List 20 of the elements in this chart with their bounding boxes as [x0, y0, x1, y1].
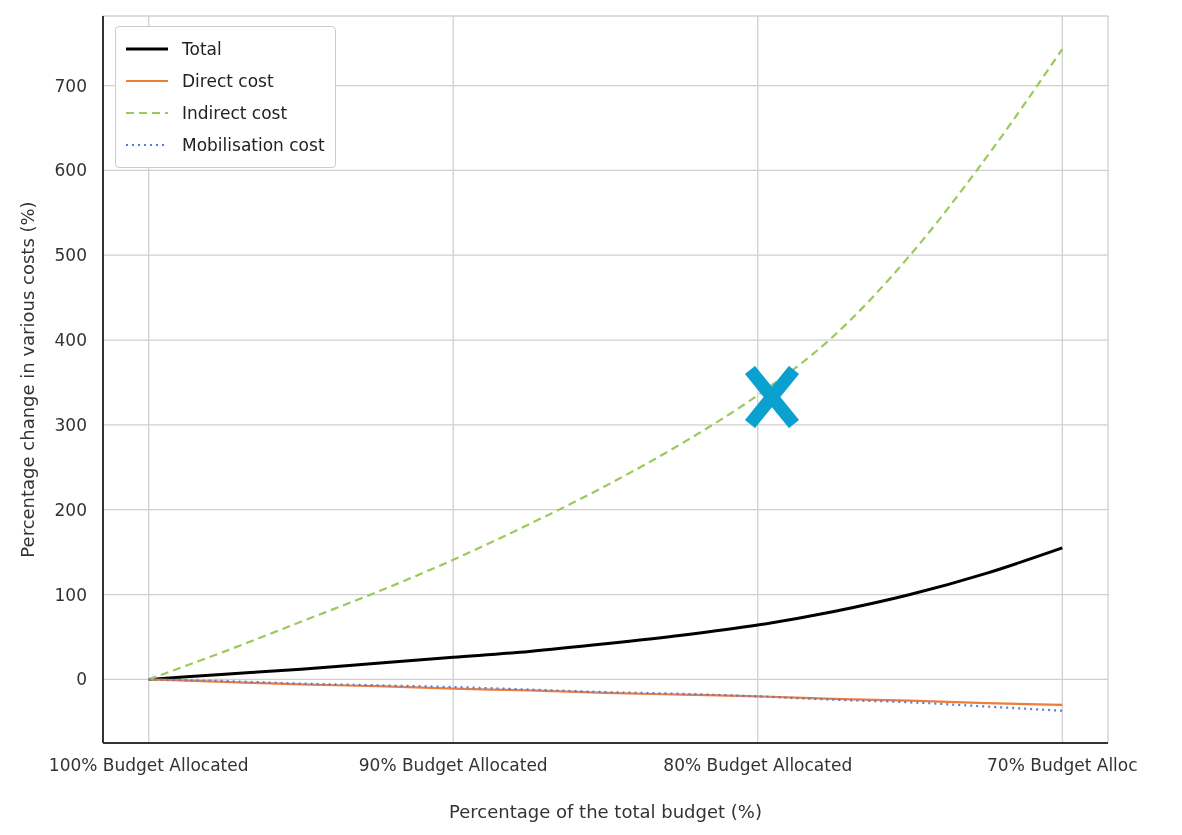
y-tick-label: 200 — [54, 499, 87, 520]
y-tick-label: 300 — [54, 414, 87, 435]
legend-label: Direct cost — [182, 71, 274, 91]
y-axis-title: Percentage change in various costs (%) — [17, 201, 39, 558]
line-series — [147, 546, 1064, 681]
y-tick-label: 100 — [54, 584, 87, 605]
x-tick-label: 90% Budget Allocated — [358, 755, 548, 776]
line-series — [147, 678, 1064, 712]
legend-label: Mobilisation cost — [182, 135, 325, 155]
x-tick-label: 80% Budget Allocated — [663, 755, 853, 776]
y-tick-label: 400 — [54, 330, 87, 351]
y-tick-label: 600 — [54, 160, 87, 181]
x-tick-label: 70% Budget Alloc — [987, 755, 1138, 776]
legend-label: Total — [182, 39, 222, 59]
x-tick-label: 100% Budget Allocated — [48, 755, 249, 776]
y-tick-label: 700 — [54, 75, 87, 96]
y-tick-label: 500 — [54, 245, 87, 266]
y-tick-label: 0 — [76, 669, 87, 690]
x-axis-title: Percentage of the total budget (%) — [449, 801, 762, 822]
legend-label: Indirect cost — [182, 103, 288, 123]
